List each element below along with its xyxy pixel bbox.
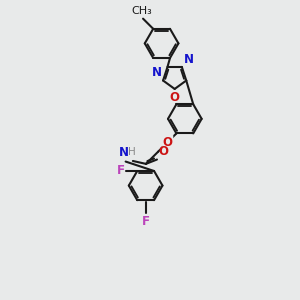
Text: N: N xyxy=(184,53,194,66)
Text: N: N xyxy=(152,66,162,80)
Text: O: O xyxy=(170,91,180,104)
Text: O: O xyxy=(163,136,173,148)
Text: O: O xyxy=(159,145,169,158)
Text: H: H xyxy=(128,147,135,157)
Text: F: F xyxy=(142,214,150,228)
Text: CH₃: CH₃ xyxy=(131,6,152,16)
Text: N: N xyxy=(119,146,129,159)
Text: F: F xyxy=(116,164,124,178)
